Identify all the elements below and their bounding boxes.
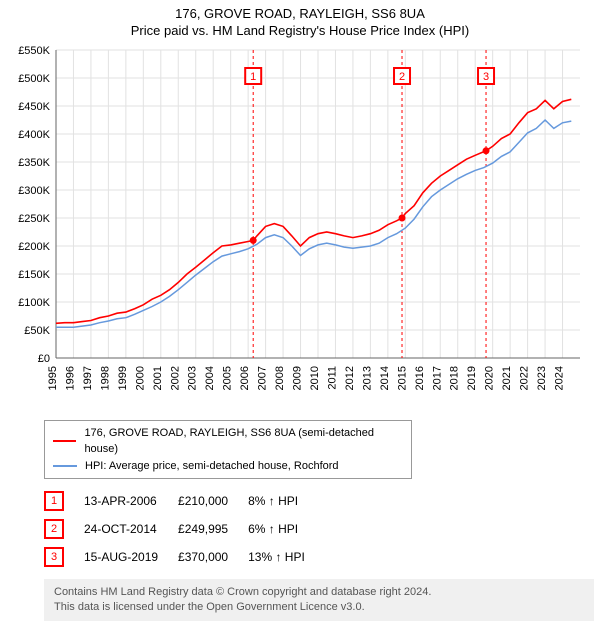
title-address: 176, GROVE ROAD, RAYLEIGH, SS6 8UA <box>0 6 600 23</box>
svg-text:1996: 1996 <box>64 366 76 390</box>
svg-text:2013: 2013 <box>361 366 373 390</box>
svg-text:2004: 2004 <box>204 366 216 390</box>
svg-text:2017: 2017 <box>431 366 443 390</box>
svg-text:1: 1 <box>250 71 256 83</box>
series-price_paid <box>56 99 571 323</box>
sale-diff: 8% ↑ HPI <box>248 487 325 515</box>
svg-text:2007: 2007 <box>257 366 269 390</box>
sales-table: 1 13-APR-2006£210,0008% ↑ HPI 2 24-OCT-2014… <box>44 487 325 571</box>
svg-text:2000: 2000 <box>134 366 146 390</box>
sale-diff: 6% ↑ HPI <box>248 515 325 543</box>
svg-text:£500K: £500K <box>18 73 50 85</box>
legend-row: 176, GROVE ROAD, RAYLEIGH, SS6 8UA (semi… <box>53 425 403 458</box>
svg-text:2020: 2020 <box>484 366 496 390</box>
sale-marker-badge: 1 <box>44 491 64 511</box>
svg-text:£350K: £350K <box>18 157 50 169</box>
svg-text:2002: 2002 <box>169 366 181 390</box>
svg-text:2: 2 <box>399 71 405 83</box>
svg-text:1999: 1999 <box>117 366 129 390</box>
svg-text:2008: 2008 <box>274 366 286 390</box>
svg-text:2006: 2006 <box>239 366 251 390</box>
svg-text:2001: 2001 <box>152 366 164 390</box>
sale-price: £210,000 <box>178 487 248 515</box>
svg-text:2014: 2014 <box>379 366 391 390</box>
svg-text:£300K: £300K <box>18 185 50 197</box>
svg-text:3: 3 <box>483 71 489 83</box>
attribution: Contains HM Land Registry data © Crown c… <box>44 579 594 621</box>
sale-row: 1 13-APR-2006£210,0008% ↑ HPI <box>44 487 325 515</box>
sale-date: 15-AUG-2019 <box>84 543 178 571</box>
chart-title: 176, GROVE ROAD, RAYLEIGH, SS6 8UA Price… <box>0 0 600 40</box>
series-hpi <box>56 120 571 327</box>
svg-text:£0: £0 <box>38 353 50 365</box>
sale-point <box>483 147 490 154</box>
svg-text:2022: 2022 <box>519 366 531 390</box>
svg-text:2012: 2012 <box>344 366 356 390</box>
sale-date: 13-APR-2006 <box>84 487 178 515</box>
svg-text:2021: 2021 <box>501 366 513 390</box>
sale-date: 24-OCT-2014 <box>84 515 178 543</box>
sale-diff: 13% ↑ HPI <box>248 543 325 571</box>
svg-text:£50K: £50K <box>24 325 50 337</box>
legend-swatch <box>53 465 77 467</box>
svg-text:2011: 2011 <box>326 366 338 390</box>
svg-text:£150K: £150K <box>18 269 50 281</box>
sale-price: £249,995 <box>178 515 248 543</box>
svg-text:2023: 2023 <box>536 366 548 390</box>
svg-text:£250K: £250K <box>18 213 50 225</box>
sale-marker-badge: 3 <box>44 547 64 567</box>
svg-text:1998: 1998 <box>99 366 111 390</box>
svg-text:2024: 2024 <box>554 366 566 390</box>
svg-text:2019: 2019 <box>466 366 478 390</box>
attribution-line-1: Contains HM Land Registry data © Crown c… <box>54 585 584 600</box>
svg-text:1997: 1997 <box>82 366 94 390</box>
svg-text:2016: 2016 <box>414 366 426 390</box>
sale-row: 3 15-AUG-2019£370,00013% ↑ HPI <box>44 543 325 571</box>
sale-price: £370,000 <box>178 543 248 571</box>
sale-row: 2 24-OCT-2014£249,9956% ↑ HPI <box>44 515 325 543</box>
legend-label: 176, GROVE ROAD, RAYLEIGH, SS6 8UA (semi… <box>84 425 403 458</box>
legend-swatch <box>53 440 76 442</box>
attribution-line-2: This data is licensed under the Open Gov… <box>54 600 584 615</box>
price-chart: £0 £50K £100K £150K £200K £250K £300K £350K £400… <box>0 46 600 416</box>
sale-point <box>399 214 406 221</box>
svg-text:£200K: £200K <box>18 241 50 253</box>
svg-text:£100K: £100K <box>18 297 50 309</box>
title-subtitle: Price paid vs. HM Land Registry's House … <box>0 23 600 40</box>
legend-label: HPI: Average price, semi-detached house,… <box>85 458 339 475</box>
legend-row: HPI: Average price, semi-detached house,… <box>53 458 403 475</box>
svg-text:£450K: £450K <box>18 101 50 113</box>
svg-text:£550K: £550K <box>18 46 50 57</box>
svg-text:2005: 2005 <box>222 366 234 390</box>
chart-legend: 176, GROVE ROAD, RAYLEIGH, SS6 8UA (semi… <box>44 420 412 480</box>
svg-text:£400K: £400K <box>18 129 50 141</box>
svg-text:2003: 2003 <box>187 366 199 390</box>
svg-text:2009: 2009 <box>292 366 304 390</box>
svg-text:1995: 1995 <box>47 366 59 390</box>
svg-text:2015: 2015 <box>396 366 408 390</box>
sale-point <box>250 237 257 244</box>
sale-marker-badge: 2 <box>44 519 64 539</box>
svg-text:2018: 2018 <box>449 366 461 390</box>
svg-text:2010: 2010 <box>309 366 321 390</box>
